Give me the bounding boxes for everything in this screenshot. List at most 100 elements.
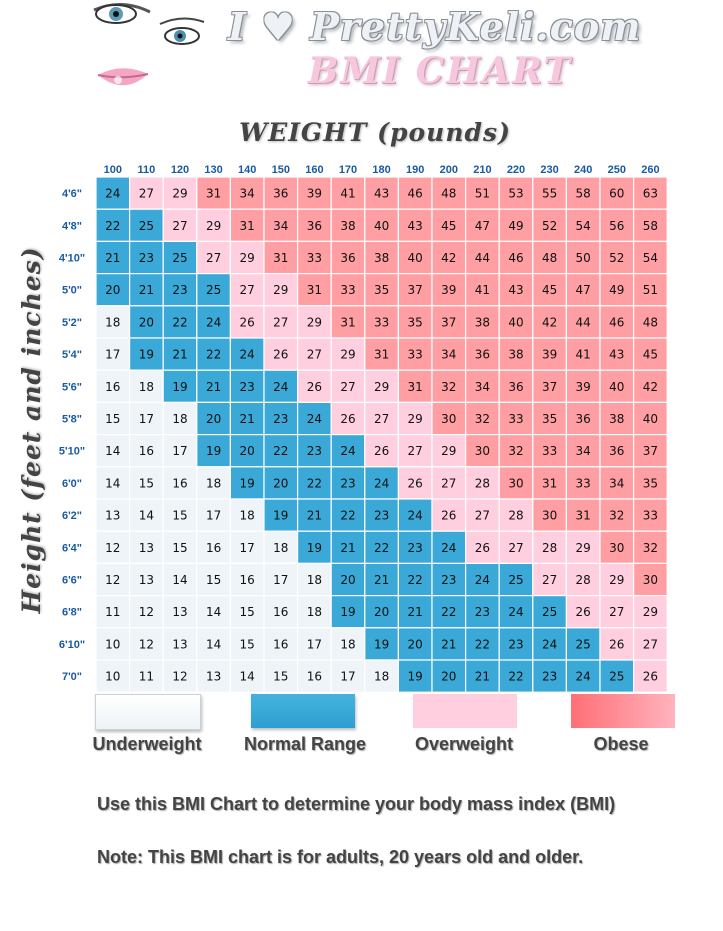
cell-value-label: 46 bbox=[408, 187, 423, 201]
x-tick-label: 180 bbox=[372, 164, 390, 176]
cell-value-label: 49 bbox=[508, 219, 523, 233]
cell-value-label: 35 bbox=[408, 315, 423, 329]
cell-value-label: 37 bbox=[542, 380, 557, 394]
cell-value-label: 24 bbox=[206, 315, 221, 329]
y-tick-label: 7'0" bbox=[62, 671, 82, 683]
heatmap-cell bbox=[129, 627, 164, 661]
heatmap-cell bbox=[196, 562, 232, 597]
heatmap-cell bbox=[565, 208, 601, 242]
heatmap-cell bbox=[196, 627, 232, 661]
cell-value-label: 26 bbox=[307, 380, 322, 394]
cell-value-label: 28 bbox=[542, 541, 557, 555]
cell-value-label: 23 bbox=[542, 670, 557, 684]
y-tick-label: 6'2" bbox=[62, 510, 82, 522]
cell-value-label: 25 bbox=[576, 637, 591, 651]
heatmap-cell bbox=[532, 273, 567, 307]
cell-value-label: 12 bbox=[105, 541, 120, 555]
heatmap-cell bbox=[498, 530, 534, 565]
heatmap-cell bbox=[599, 337, 635, 371]
cell-value-label: 17 bbox=[206, 509, 221, 523]
cell-value-label: 27 bbox=[139, 187, 154, 201]
cell-value-label: 23 bbox=[307, 444, 322, 458]
cell-value-label: 27 bbox=[508, 541, 523, 555]
cell-value-label: 31 bbox=[408, 380, 423, 394]
cell-value-label: 45 bbox=[643, 348, 658, 362]
heatmap-cell bbox=[162, 498, 198, 532]
cell-value-label: 24 bbox=[508, 605, 523, 619]
cell-value-label: 35 bbox=[643, 476, 658, 490]
x-tick-label: 250 bbox=[608, 164, 626, 176]
adult-note: Note: This BMI chart is for adults, 20 y… bbox=[97, 847, 584, 867]
cell-value-label: 12 bbox=[172, 670, 187, 684]
cell-value-label: 35 bbox=[374, 283, 389, 297]
heatmap-cell bbox=[431, 176, 467, 210]
cell-value-label: 17 bbox=[307, 637, 322, 651]
cell-value-label: 21 bbox=[307, 509, 322, 523]
usage-note: Use this BMI Chart to determine your bod… bbox=[97, 794, 616, 814]
cell-value-label: 18 bbox=[273, 541, 288, 555]
heatmap-cell bbox=[498, 594, 534, 629]
cell-value-label: 27 bbox=[206, 251, 221, 265]
y-tick-label: 6'8" bbox=[62, 607, 82, 619]
cell-value-label: 28 bbox=[576, 573, 591, 587]
cell-value-label: 24 bbox=[307, 412, 322, 426]
cell-value-label: 26 bbox=[475, 541, 490, 555]
cell-value-label: 38 bbox=[340, 219, 355, 233]
cell-value-label: 32 bbox=[508, 444, 523, 458]
cell-value-label: 29 bbox=[408, 412, 423, 426]
cell-value-label: 20 bbox=[273, 476, 288, 490]
cell-value-label: 14 bbox=[206, 637, 221, 651]
heatmap-cell bbox=[565, 594, 601, 629]
cell-value-label: 17 bbox=[240, 541, 255, 555]
heatmap-cell bbox=[397, 594, 433, 629]
cell-value-label: 21 bbox=[172, 348, 187, 362]
cell-value-label: 38 bbox=[609, 412, 624, 426]
cell-value-label: 21 bbox=[441, 637, 456, 651]
cell-value-label: 48 bbox=[643, 315, 658, 329]
cell-value-label: 11 bbox=[105, 605, 120, 619]
heatmap-cell bbox=[431, 337, 467, 371]
cell-value-label: 24 bbox=[408, 509, 423, 523]
cell-value-label: 11 bbox=[139, 670, 154, 684]
heatmap-cell bbox=[229, 530, 265, 565]
cell-value-label: 13 bbox=[139, 541, 154, 555]
heatmap-cell bbox=[532, 562, 567, 597]
cell-value-label: 46 bbox=[609, 315, 624, 329]
heatmap-cell bbox=[196, 466, 232, 500]
heatmap-cell bbox=[532, 498, 567, 532]
cell-value-label: 15 bbox=[273, 670, 288, 684]
heatmap-cell bbox=[330, 401, 366, 436]
cell-value-label: 16 bbox=[273, 605, 288, 619]
cell-value-label: 14 bbox=[172, 573, 187, 587]
cell-value-label: 51 bbox=[475, 187, 490, 201]
cell-value-label: 20 bbox=[206, 412, 221, 426]
y-tick-label: 4'6" bbox=[62, 188, 82, 200]
cell-value-label: 33 bbox=[643, 509, 658, 523]
heatmap-cell bbox=[196, 659, 232, 693]
cell-value-label: 16 bbox=[172, 476, 187, 490]
x-tick-label: 170 bbox=[339, 164, 357, 176]
cell-value-label: 25 bbox=[172, 251, 187, 265]
cell-value-label: 27 bbox=[307, 348, 322, 362]
cell-value-label: 10 bbox=[105, 637, 120, 651]
cell-value-label: 39 bbox=[441, 283, 456, 297]
bmi-heatmap: 100 110 120 130 140 150 160 170 180 190 200 210 220 2… bbox=[59, 164, 668, 693]
cell-value-label: 30 bbox=[475, 444, 490, 458]
x-tick-label: 160 bbox=[305, 164, 323, 176]
cell-value-label: 25 bbox=[508, 573, 523, 587]
heatmap-cell bbox=[498, 305, 534, 339]
cell-value-label: 26 bbox=[374, 444, 389, 458]
cell-value-label: 47 bbox=[475, 219, 490, 233]
heatmap-cell bbox=[297, 208, 332, 242]
heatmap-cell bbox=[364, 498, 399, 532]
cell-value-label: 26 bbox=[340, 412, 355, 426]
cell-value-label: 36 bbox=[340, 251, 355, 265]
x-tick-label: 240 bbox=[574, 164, 592, 176]
heatmap-cell bbox=[465, 208, 500, 242]
heatmap-cell bbox=[263, 240, 299, 275]
x-tick-label: 190 bbox=[406, 164, 424, 176]
cell-value-label: 12 bbox=[105, 573, 120, 587]
heatmap-cell bbox=[465, 434, 500, 468]
cell-value-label: 55 bbox=[542, 187, 557, 201]
cell-value-label: 27 bbox=[374, 412, 389, 426]
